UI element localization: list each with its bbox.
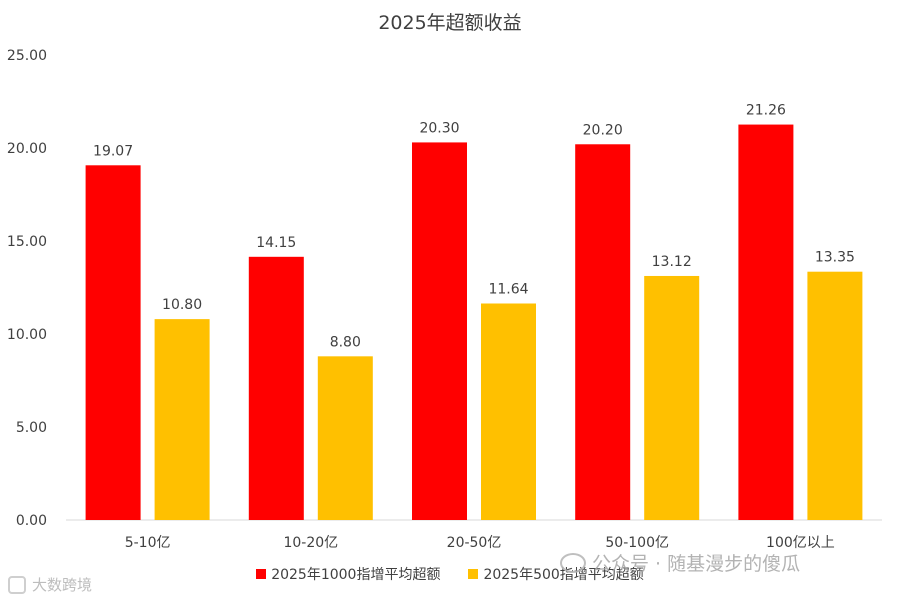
y-tick-label: 10.00 xyxy=(7,327,47,343)
data-label: 19.07 xyxy=(93,143,133,159)
legend-label-series-2: 2025年500指增平均超额 xyxy=(483,567,644,583)
y-tick-label: 0.00 xyxy=(16,513,47,529)
data-label: 14.15 xyxy=(256,235,296,251)
data-label: 21.26 xyxy=(746,103,786,119)
wechat-icon xyxy=(560,552,586,573)
x-tick-label: 10-20亿 xyxy=(283,535,338,551)
bar xyxy=(248,256,304,520)
bar xyxy=(807,271,863,520)
data-label: 13.12 xyxy=(652,254,692,270)
y-tick-label: 5.00 xyxy=(16,420,47,436)
x-tick-label: 50-100亿 xyxy=(605,535,669,551)
y-tick-label: 25.00 xyxy=(7,48,47,64)
y-tick-label: 20.00 xyxy=(7,141,47,157)
data-label: 11.64 xyxy=(488,281,528,297)
bar xyxy=(644,275,700,520)
data-label: 20.30 xyxy=(419,120,459,136)
bar xyxy=(412,142,467,521)
data-label: 10.80 xyxy=(162,297,202,313)
legend-swatch-red xyxy=(256,569,267,579)
x-tick-label: 20-50亿 xyxy=(447,535,502,551)
bar xyxy=(575,144,631,520)
bar xyxy=(317,356,373,520)
legend: 2025年1000指增平均超额 2025年500指增平均超额 xyxy=(0,564,900,584)
bar xyxy=(738,124,794,521)
data-label: 8.80 xyxy=(330,334,361,350)
watermark-text: 公众号 · 随基漫步的傻瓜 xyxy=(592,553,801,575)
bar xyxy=(154,319,210,520)
data-label: 20.20 xyxy=(583,122,623,138)
logo-icon xyxy=(8,575,26,594)
x-tick-label: 5-10亿 xyxy=(125,535,171,551)
legend-label-series-1: 2025年1000指增平均超额 xyxy=(271,567,441,583)
bar xyxy=(85,165,141,520)
legend-item-series-2: 2025年500指增平均超额 xyxy=(468,564,644,584)
x-tick-label: 100亿以上 xyxy=(766,535,835,551)
logo: 大数跨境 xyxy=(8,574,92,595)
logo-text: 大数跨境 xyxy=(32,576,93,594)
legend-swatch-gold xyxy=(468,569,479,579)
data-label: 13.35 xyxy=(815,250,855,266)
bar xyxy=(481,303,536,520)
chart-title: 2025年超额收益 xyxy=(378,12,522,34)
legend-item-series-1: 2025年1000指增平均超额 xyxy=(256,564,440,584)
watermark: 公众号 · 随基漫步的傻瓜 xyxy=(560,549,800,576)
y-tick-label: 15.00 xyxy=(7,234,47,250)
